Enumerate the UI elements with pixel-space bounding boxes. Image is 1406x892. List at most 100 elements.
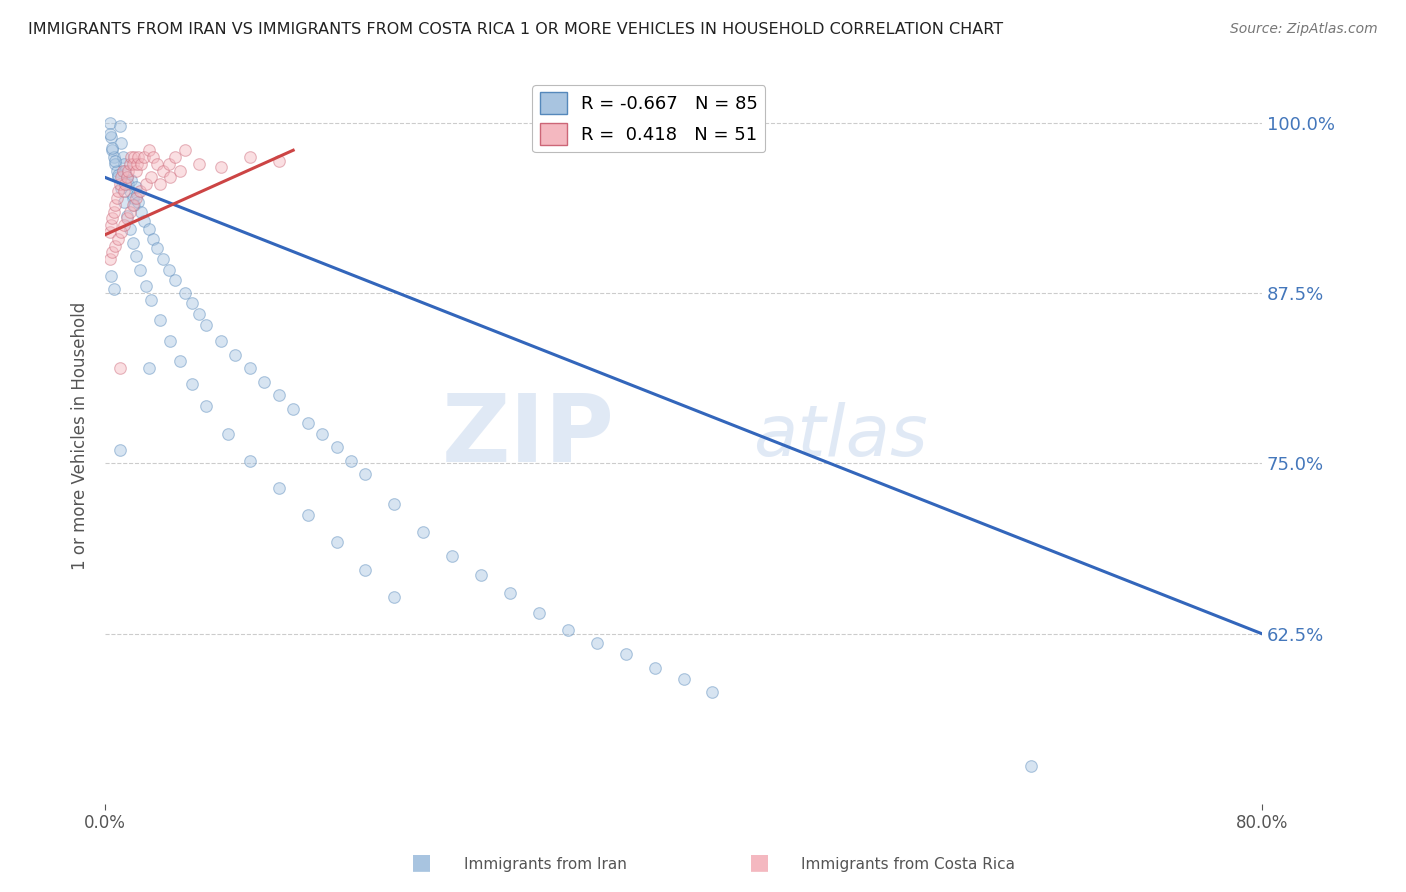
Point [114,178,136,192]
Point [157,157,180,171]
Point [105,191,128,205]
Point [239,150,262,164]
Point [100,218,122,232]
Point [103,204,125,219]
Point [129,184,152,198]
Point [138,361,160,376]
Point [121,191,143,205]
Point [124,191,146,205]
Point [122,150,145,164]
Point [267,481,290,495]
Point [107,168,129,182]
Point [325,440,347,454]
Point [135,279,157,293]
Point [470,568,492,582]
Point [105,163,128,178]
Point [134,214,156,228]
Point [98,127,121,141]
Point [149,178,172,192]
Point [188,157,211,171]
Point [412,524,434,539]
Point [115,170,138,185]
Point [115,209,138,223]
Text: ■: ■ [749,853,769,872]
Point [134,150,156,164]
Point [124,250,146,264]
Point [104,154,127,169]
Point [181,295,204,310]
Point [104,198,127,212]
Text: atlas: atlas [754,401,928,471]
Point [138,143,160,157]
Point [100,268,122,283]
Point [110,181,132,195]
Point [108,119,131,133]
Point [297,508,319,523]
Point [98,252,121,267]
Point [124,163,146,178]
Point [557,623,579,637]
Point [354,467,377,482]
Point [104,238,127,252]
Point [112,194,135,209]
Point [121,198,143,212]
Point [114,163,136,178]
Point [297,416,319,430]
Text: Immigrants from Iran: Immigrants from Iran [464,857,627,872]
Point [120,150,142,164]
Point [152,252,174,267]
Point [124,180,146,194]
Point [115,170,138,185]
Point [131,157,153,171]
Point [209,334,232,348]
Point [169,354,191,368]
Point [142,150,165,164]
Point [181,377,204,392]
Point [111,150,134,164]
Point [112,157,135,171]
Point [384,497,406,511]
Point [125,157,148,171]
Y-axis label: 1 or more Vehicles in Household: 1 or more Vehicles in Household [72,302,89,570]
Point [644,661,666,675]
Point [159,334,181,348]
Point [325,535,347,549]
Point [98,116,121,130]
Point [239,361,262,376]
Point [195,318,218,332]
Point [188,307,211,321]
Point [173,286,195,301]
Text: Source: ZipAtlas.com: Source: ZipAtlas.com [1230,22,1378,37]
Point [702,685,724,699]
Point [101,140,124,154]
Point [142,232,165,246]
Point [283,402,305,417]
Point [107,184,129,198]
Point [131,204,153,219]
Point [239,454,262,468]
Point [614,647,637,661]
Point [101,245,124,260]
Point [121,235,143,250]
Point [253,375,276,389]
Point [217,426,239,441]
Point [115,211,138,226]
Point [107,170,129,185]
Point [101,143,124,157]
Legend: R = -0.667   N = 85, R =  0.418   N = 51: R = -0.667 N = 85, R = 0.418 N = 51 [533,85,765,153]
Point [101,211,124,226]
Point [103,282,125,296]
Point [135,178,157,192]
Point [117,178,139,192]
Point [107,232,129,246]
Point [146,241,169,255]
Point [129,263,152,277]
Point [149,313,172,327]
Point [157,263,180,277]
Point [169,163,191,178]
Point [195,399,218,413]
Point [267,154,290,169]
Point [141,170,163,185]
Point [112,218,135,232]
Point [121,157,143,171]
